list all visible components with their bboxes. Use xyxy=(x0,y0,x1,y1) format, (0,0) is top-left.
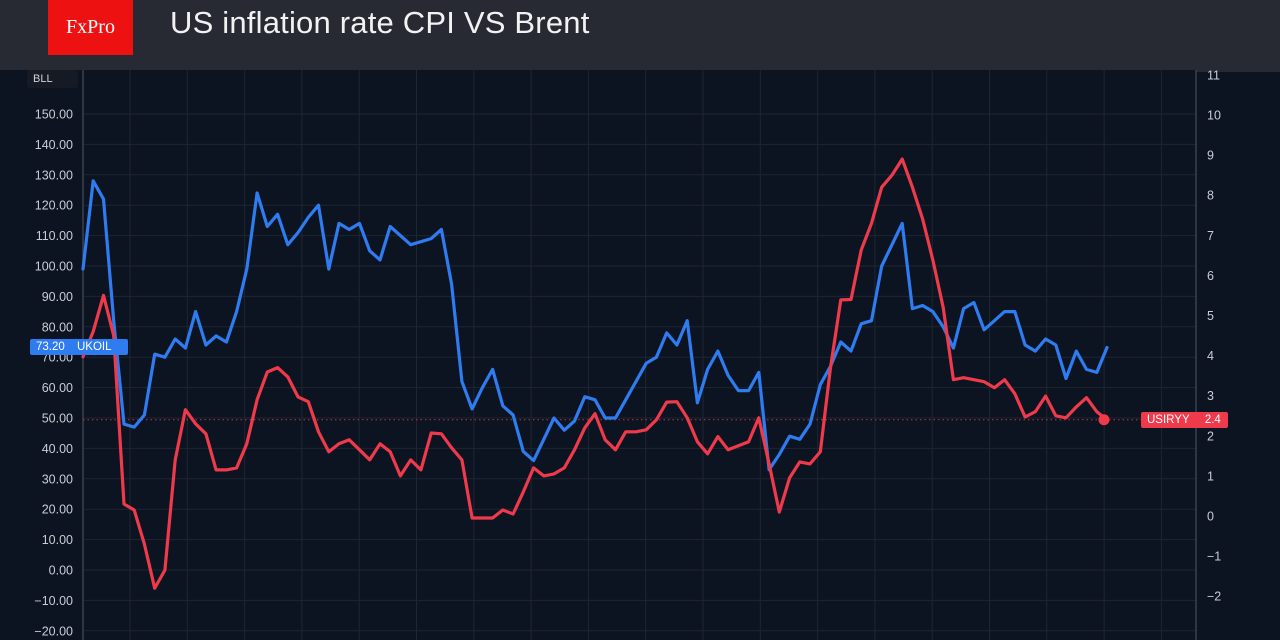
left-axis-ticks: 150.00 140.00 130.00 120.00 110.00 100.00 90.0… xyxy=(34,108,73,639)
ukoil-series-name: UKOIL xyxy=(76,341,112,353)
right-tick-label: 8 xyxy=(1207,189,1214,203)
right-tick-label: 9 xyxy=(1207,149,1214,163)
right-tick-label: 1 xyxy=(1207,469,1214,483)
right-tick-label: 5 xyxy=(1207,309,1214,323)
left-tick-label: 100.00 xyxy=(35,260,73,274)
left-tick-label: 150.00 xyxy=(35,108,73,122)
right-tick-label: −1 xyxy=(1207,550,1221,564)
left-tick-label: 30.00 xyxy=(42,472,73,486)
right-tick-label: 7 xyxy=(1207,229,1214,243)
right-tick-label: 4 xyxy=(1207,349,1214,363)
series-lines xyxy=(81,157,1110,590)
left-tick-label: 0.00 xyxy=(49,564,73,578)
left-tick-label: 140.00 xyxy=(35,138,73,152)
usiryy-series-name: USIRYY xyxy=(1147,414,1190,426)
left-tick-label: 110.00 xyxy=(36,229,73,243)
right-tick-label: 0 xyxy=(1207,510,1214,524)
right-tick-label: 11 xyxy=(1207,70,1220,82)
ukoil-last-value: 73.20 xyxy=(36,341,65,353)
fxpro-logo: FxPro xyxy=(48,0,133,55)
left-tick-label: −20.00 xyxy=(34,624,73,638)
left-tick-label: 50.00 xyxy=(42,412,73,426)
right-tick-label: 3 xyxy=(1207,389,1214,403)
left-tick-label: 80.00 xyxy=(42,320,73,334)
right-tick-label: 10 xyxy=(1207,109,1221,123)
page-title: US inflation rate CPI VS Brent xyxy=(170,5,590,40)
axes xyxy=(82,70,1280,640)
series-line-ukoil xyxy=(81,179,1109,472)
header-bar: FxPro US inflation rate CPI VS Brent xyxy=(0,0,1280,70)
right-tick-label: −2 xyxy=(1207,590,1221,604)
left-tick-label: −10.00 xyxy=(34,594,73,608)
left-tick-label: 40.00 xyxy=(42,442,73,456)
left-tick-label: 130.00 xyxy=(35,168,73,182)
usiryy-last-value-tag: USIRYY 2.4 xyxy=(1141,412,1228,428)
series-line-usiryy xyxy=(81,157,1109,590)
usiryy-last-point xyxy=(1098,414,1110,426)
left-tick-label: 10.00 xyxy=(42,533,73,547)
grid-lines xyxy=(83,70,1196,640)
usiryy-last-value: 2.4 xyxy=(1204,414,1221,426)
left-tick-label: 120.00 xyxy=(35,199,73,213)
right-tick-label: 2 xyxy=(1207,429,1214,443)
left-tick-label: 90.00 xyxy=(42,290,73,304)
chart-plot: 150.00140.00130.00120.00110.00100.0090.0… xyxy=(34,70,1280,640)
right-tick-label: 6 xyxy=(1207,269,1214,283)
left-tick-label: 20.00 xyxy=(42,503,73,517)
left-tick-label: 60.00 xyxy=(42,381,73,395)
left-axis-unit-badge[interactable]: BLL xyxy=(27,70,78,88)
ukoil-last-value-tag: 73.20 UKOIL xyxy=(30,339,128,355)
